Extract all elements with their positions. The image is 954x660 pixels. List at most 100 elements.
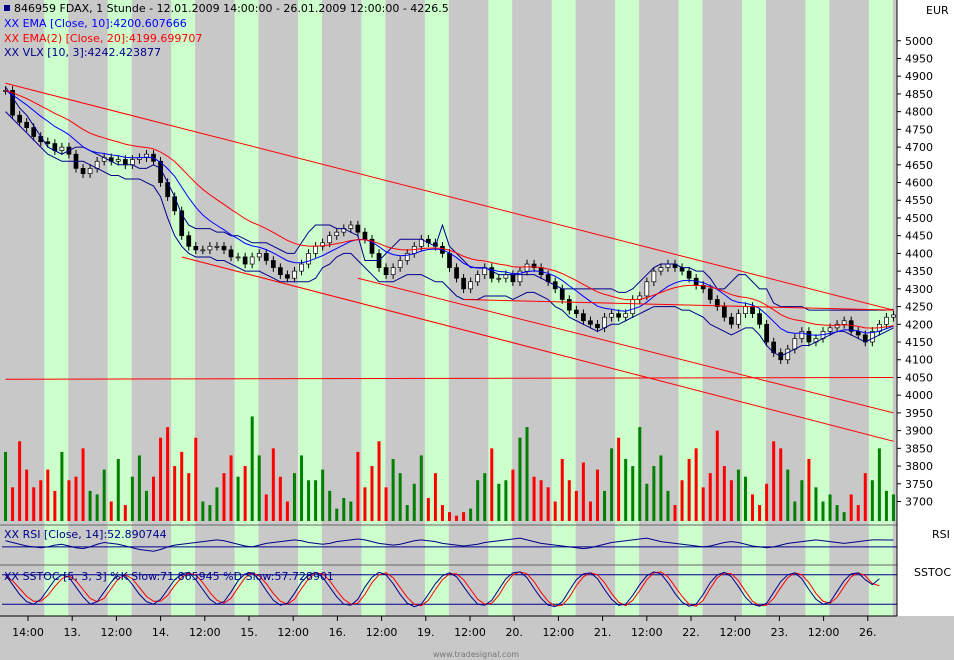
candle-body (665, 263, 671, 268)
currency-label: EUR (926, 4, 949, 17)
x-tick-label: 12:00 (277, 626, 309, 639)
volume-bar (60, 451, 64, 521)
candle-body (623, 313, 629, 318)
candle-body (80, 168, 86, 175)
volume-bar (652, 466, 656, 521)
y-tick-label: 3950 (905, 407, 933, 420)
volume-bar (356, 451, 360, 521)
session-bands (44, 0, 893, 616)
trend-line (181, 256, 894, 442)
volume-bar (130, 476, 134, 521)
volume-bar (25, 469, 29, 521)
candle-body (475, 274, 481, 283)
candle-body (566, 299, 572, 311)
volume-bar (462, 512, 466, 521)
candle-body (721, 306, 727, 318)
candle-body (855, 331, 861, 336)
volume-bar (201, 501, 205, 521)
candle-body (355, 224, 361, 233)
volume-bar (595, 469, 599, 521)
candle-body (278, 267, 283, 276)
candle-body (87, 168, 93, 175)
volume-bar (215, 487, 219, 521)
legend-vlx: XX VLX [10, 3]:4242.423877 (4, 46, 161, 59)
legend-ema10: XX EMA [Close, 10]:4200.607666 (4, 17, 187, 30)
trend-line (463, 298, 894, 311)
x-tick-label: 19. (417, 626, 435, 639)
candle-body (644, 281, 650, 297)
volume-bar (751, 494, 755, 521)
candle-body (348, 224, 354, 229)
y-tick-label: 4250 (905, 301, 933, 314)
volume-bar (863, 473, 867, 521)
session-band (297, 0, 322, 616)
volume-bar (694, 448, 698, 521)
volume-bar (758, 505, 762, 521)
candle-body (559, 288, 565, 300)
x-tick-label: 12:00 (189, 626, 221, 639)
volume-bar (891, 494, 895, 521)
volume-bar (95, 494, 99, 521)
candle-body (736, 313, 741, 325)
volume-bar (483, 473, 487, 521)
volume-panel (4, 416, 895, 521)
candle-body (729, 316, 734, 325)
volume-bar (349, 501, 353, 521)
x-tick-label: 13. (63, 626, 81, 639)
volume-bar (292, 473, 296, 521)
candle-body (581, 313, 586, 322)
y-tick-label: 4450 (905, 230, 933, 243)
y-tick-label: 4000 (905, 389, 933, 402)
x-tick-label: 26. (859, 626, 877, 639)
legend-sstoc: XX SSTOC [5, 3, 3] %K Slow:71.865945 %D … (4, 570, 334, 583)
volume-bar (370, 466, 374, 521)
volume-bar (377, 441, 381, 521)
volume-bar (856, 505, 860, 521)
candle-body (24, 121, 30, 128)
volume-bar (469, 508, 473, 521)
y-tick-label: 4300 (905, 283, 933, 296)
x-tick-label: 21. (594, 626, 612, 639)
candle-body (45, 141, 51, 144)
candle-body (130, 159, 135, 166)
volume-bar (419, 455, 423, 521)
volume-bar (743, 476, 747, 521)
candle-body (884, 316, 889, 325)
candle-body (299, 263, 304, 272)
volume-bar (74, 476, 78, 521)
x-tick-label: 14:00 (12, 626, 44, 639)
volume-bar (560, 458, 564, 521)
sstoc-d-line (5, 571, 880, 607)
candle-body (686, 270, 692, 279)
volume-bar (835, 505, 839, 521)
candle-body (757, 313, 762, 325)
candle-body (228, 249, 234, 258)
session-band (615, 0, 640, 616)
y-tick-label: 4650 (905, 159, 933, 172)
x-tick-label: 23. (771, 626, 789, 639)
volume-bar (870, 480, 874, 521)
volume-bar (708, 473, 712, 521)
y-tick-label: 4500 (905, 212, 933, 225)
candle-body (496, 277, 502, 280)
volume-bar (659, 455, 663, 521)
y-tick-label: 3700 (905, 496, 933, 509)
volume-bar (11, 487, 15, 521)
candle-body (172, 196, 178, 212)
volume-bar (67, 480, 71, 521)
candle-body (369, 238, 375, 254)
ema10-line (5, 89, 894, 336)
candle-body (651, 270, 657, 283)
candle-body (707, 288, 713, 300)
candle-body (468, 281, 473, 290)
volume-bar (814, 487, 818, 521)
candle-body (588, 320, 593, 325)
candle-body (510, 274, 516, 283)
rsi-line (5, 537, 894, 552)
volume-bar (624, 458, 628, 521)
x-tick-label: 15. (240, 626, 258, 639)
sstoc-panel-label: SSTOC (914, 566, 951, 579)
volume-bar (405, 505, 409, 521)
candle-body (397, 260, 403, 268)
x-tick-label: 16. (329, 626, 347, 639)
